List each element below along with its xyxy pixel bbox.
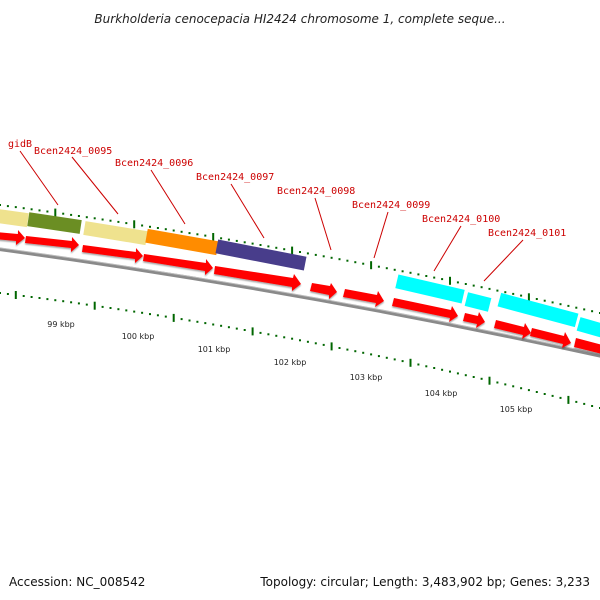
kbp-label: 100 kbp (122, 332, 155, 341)
cds-arrow[interactable] (214, 266, 301, 291)
cds-arrow[interactable] (463, 312, 485, 328)
cds-arrow[interactable] (25, 236, 79, 252)
gene-label[interactable]: Bcen2424_0097 (196, 172, 274, 183)
topology-text: Topology: circular; Length: 3,483,902 bp… (259, 575, 590, 589)
cds-arrow[interactable] (530, 328, 571, 348)
cds-arrow[interactable] (0, 230, 25, 245)
leader-line (314, 197, 332, 251)
cds-arrow[interactable] (343, 289, 384, 307)
gene-box-next[interactable] (576, 317, 600, 339)
cds-arrow[interactable] (392, 298, 458, 322)
leader-line (150, 169, 186, 225)
cds-arrow[interactable] (574, 338, 600, 356)
label-leader-lines (19, 150, 524, 282)
gene-box-0096[interactable] (145, 228, 219, 256)
kbp-label: 103 kbp (350, 373, 383, 382)
kbp-label: 102 kbp (274, 358, 307, 367)
upper-tick-track (0, 204, 600, 314)
cds-arrow[interactable] (143, 254, 213, 275)
leader-line (483, 239, 524, 282)
gene-label[interactable]: Bcen2424_0098 (277, 186, 355, 197)
leader-line (71, 156, 119, 215)
map-title: Burkholderia cenocepacia HI2424 chromoso… (94, 12, 505, 26)
cds-track (0, 230, 600, 356)
kbp-label: 99 kbp (47, 320, 75, 329)
gene-label[interactable]: Bcen2424_0096 (115, 158, 193, 169)
lower-tick-track (0, 291, 600, 409)
cds-arrow[interactable] (82, 245, 143, 263)
kbp-label: 104 kbp (425, 389, 458, 398)
gene-box-gidb[interactable] (27, 212, 82, 234)
gene-track (0, 208, 600, 339)
gene-box-0101[interactable] (497, 292, 579, 328)
cds-arrow[interactable] (494, 320, 531, 339)
kbp-label: 101 kbp (198, 345, 231, 354)
gene-label[interactable]: Bcen2424_0101 (488, 228, 566, 239)
gene-label[interactable]: Bcen2424_0095 (34, 146, 112, 157)
gene-box-0100b[interactable] (464, 292, 492, 312)
gene-label[interactable]: Bcen2424_0100 (422, 214, 500, 225)
gene-label[interactable]: gidB (8, 139, 32, 150)
gene-labels: gidB Bcen2424_0095 Bcen2424_0096 Bcen242… (8, 139, 566, 239)
accession-text: Accession: NC_008542 (9, 575, 145, 589)
gene-label[interactable]: Bcen2424_0099 (352, 200, 430, 211)
leader-line (19, 150, 59, 206)
gene-box-0097[interactable] (215, 239, 307, 271)
gene-box-0100a[interactable] (395, 274, 465, 304)
gene-box-gidb-left[interactable] (0, 208, 29, 228)
gene-box-0095[interactable] (83, 221, 148, 246)
leader-line (230, 183, 265, 239)
kbp-labels: 99 kbp 100 kbp 101 kbp 102 kbp 103 kbp 1… (47, 320, 532, 414)
backbone-arc (0, 247, 600, 358)
leader-line (433, 225, 462, 272)
cds-arrow[interactable] (310, 283, 337, 299)
kbp-label: 105 kbp (500, 405, 533, 414)
leader-line (373, 211, 389, 259)
